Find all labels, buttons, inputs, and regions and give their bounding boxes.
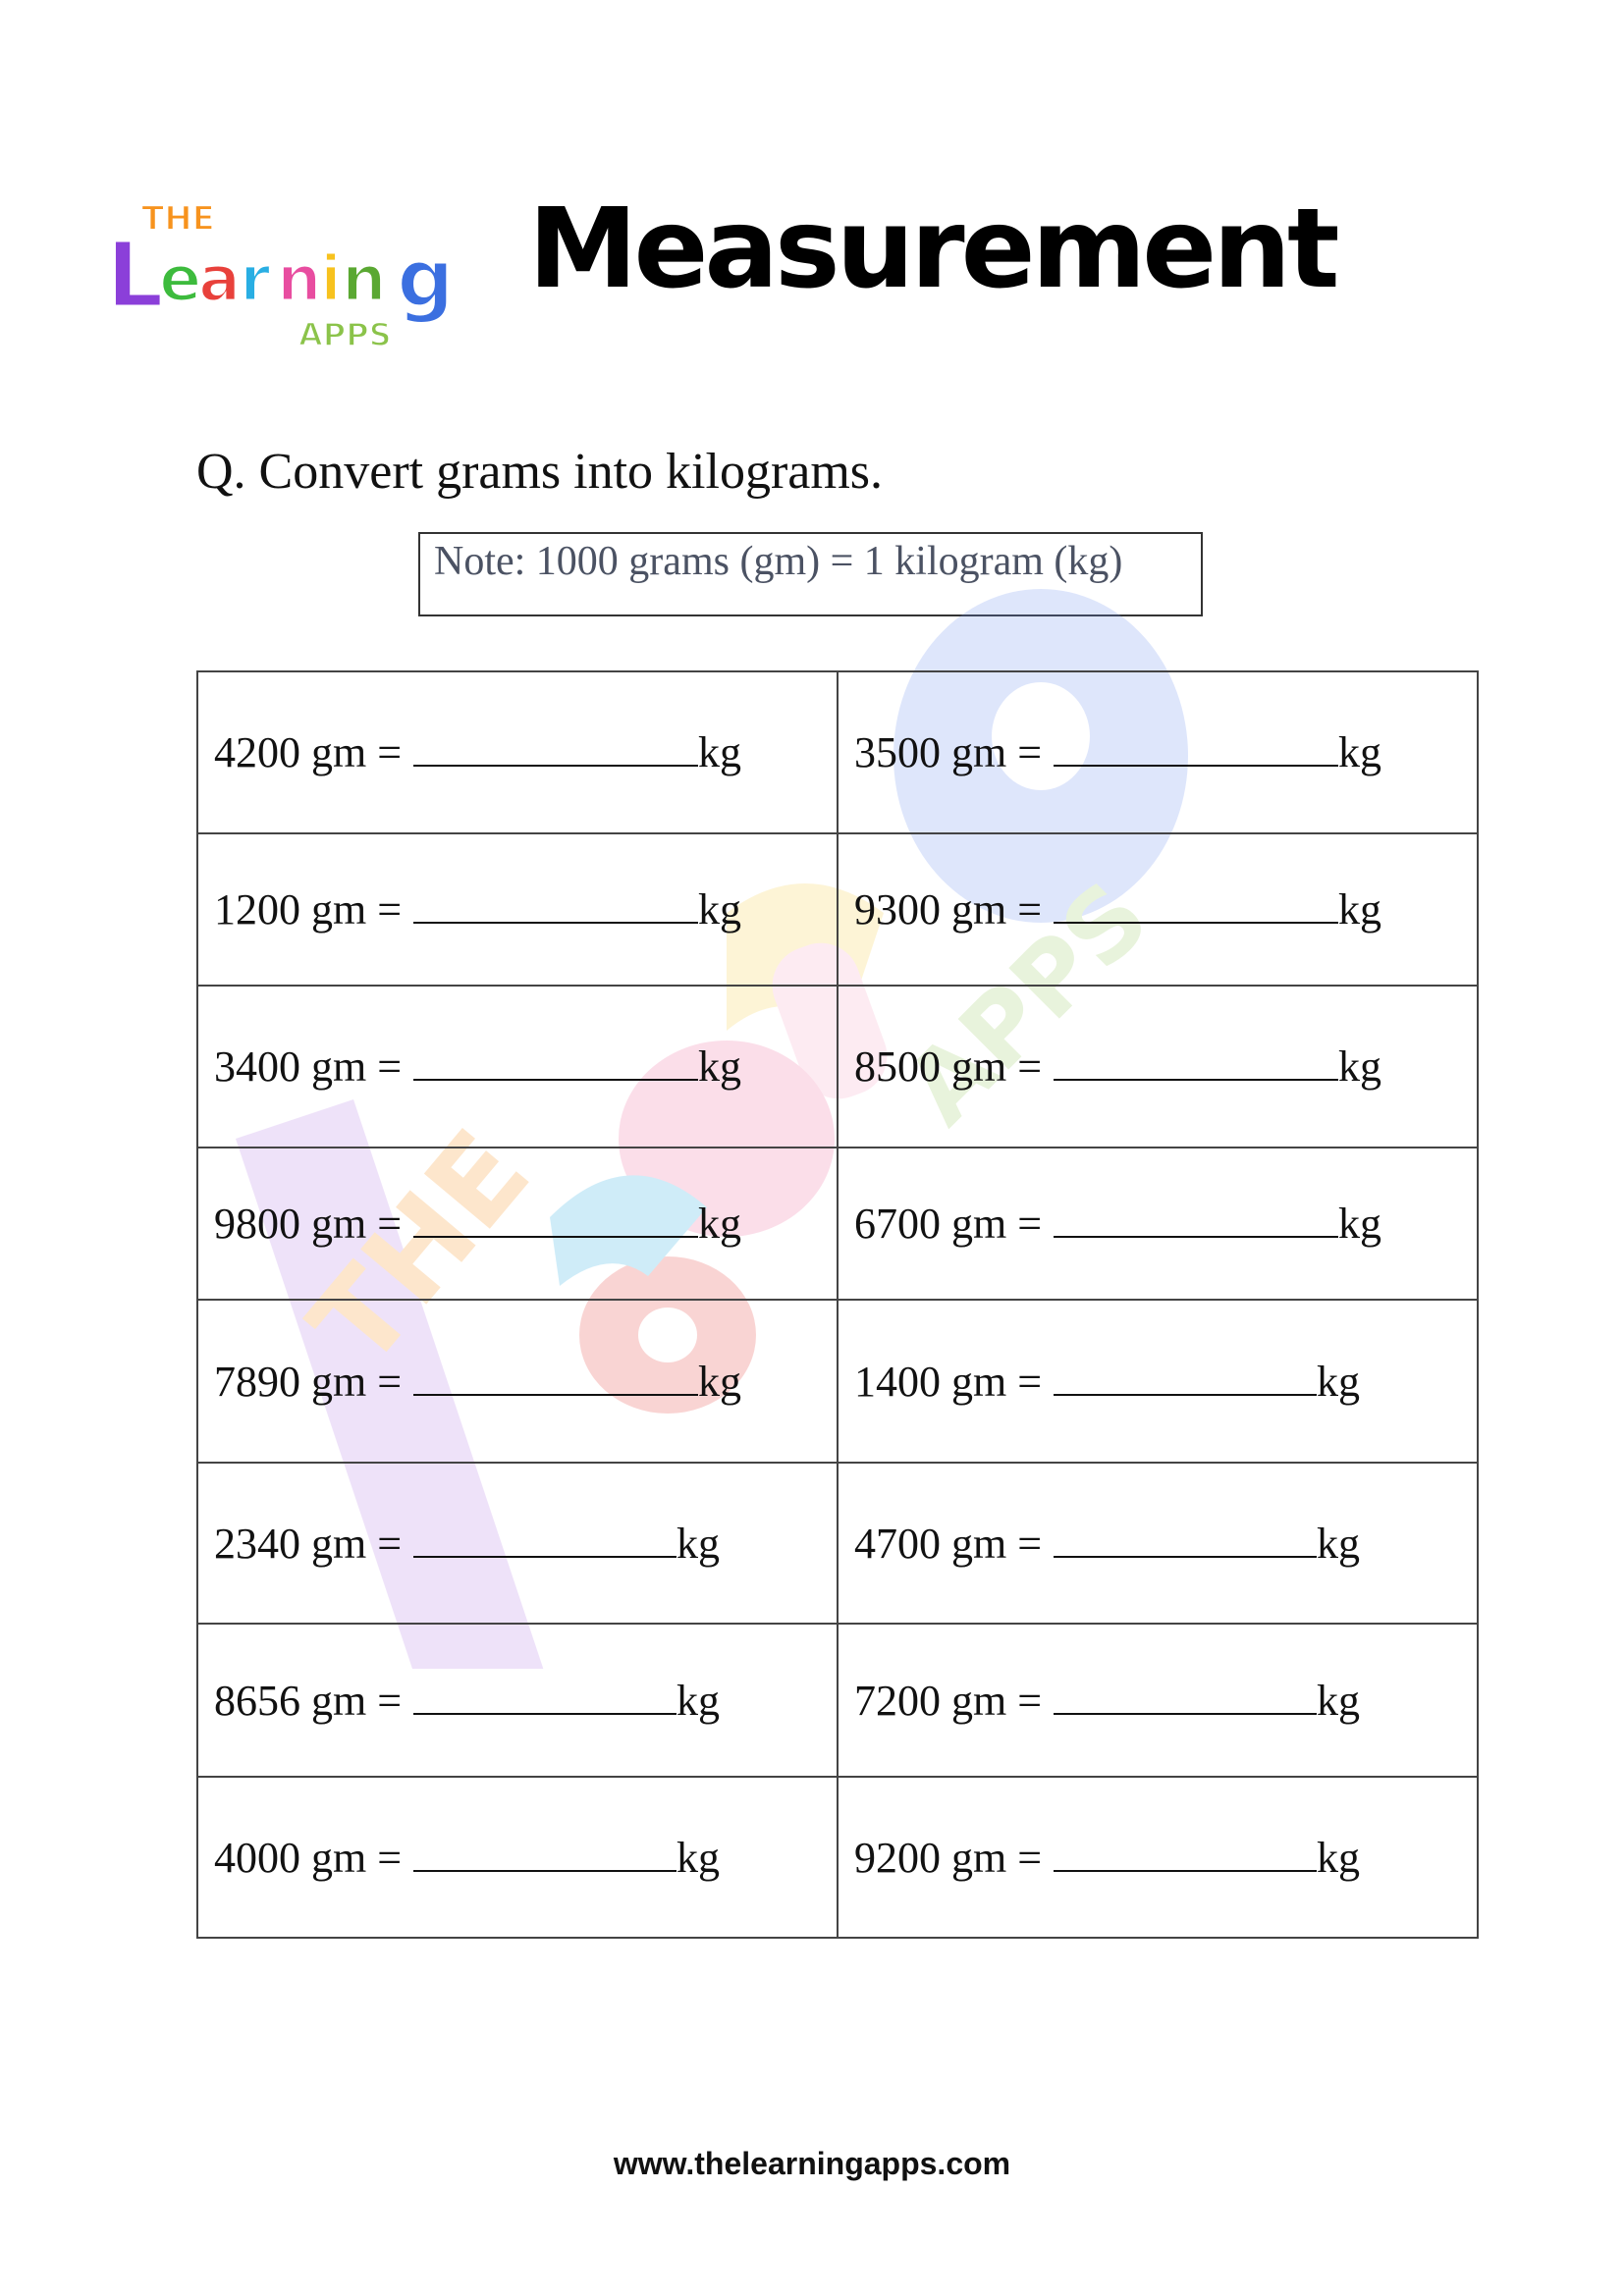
answer-blank[interactable] (1054, 1841, 1318, 1872)
note-text: Note: 1000 grams (gm) = 1 kilogram (kg) (434, 539, 1123, 584)
grams-label: 4000 gm = (214, 1833, 403, 1882)
kg-unit: kg (698, 1357, 742, 1406)
svg-text:i: i (320, 243, 342, 316)
answer-blank[interactable] (1054, 1049, 1339, 1081)
conversion-cell: 7200 gm = kg (837, 1623, 1479, 1778)
conversion-cell: 6700 gm = kg (837, 1147, 1479, 1301)
grams-label: 3500 gm = (854, 728, 1043, 776)
svg-text:n: n (277, 243, 322, 316)
svg-text:L: L (106, 223, 164, 328)
grams-label: 3400 gm = (214, 1042, 403, 1091)
question-text: Q. Convert grams into kilograms. (196, 444, 884, 500)
table-row: 4200 gm = kg 3500 gm = kg (196, 670, 1479, 834)
svg-text:r: r (240, 243, 271, 316)
table-row: 2340 gm = kg 4700 gm = kg (196, 1462, 1479, 1625)
kg-unit: kg (1317, 1357, 1361, 1406)
grams-label: 1400 gm = (854, 1357, 1043, 1406)
conversion-cell: 4700 gm = kg (837, 1462, 1479, 1625)
table-row: 8656 gm = kg 7200 gm = kg (196, 1623, 1479, 1778)
grams-label: 1200 gm = (214, 885, 403, 934)
conversion-cell: 4200 gm = kg (196, 670, 839, 834)
kg-unit: kg (698, 728, 742, 776)
kg-unit: kg (677, 1833, 721, 1882)
answer-blank[interactable] (413, 1683, 677, 1715)
svg-text:APPS: APPS (298, 316, 392, 353)
kg-unit: kg (1338, 1042, 1382, 1091)
grams-label: 9200 gm = (854, 1833, 1043, 1882)
conversion-cell: 4000 gm = kg (196, 1776, 839, 1939)
conversion-cell: 2340 gm = kg (196, 1462, 839, 1625)
answer-blank[interactable] (413, 1526, 677, 1558)
svg-text:a: a (198, 243, 241, 316)
conversion-cell: 9200 gm = kg (837, 1776, 1479, 1939)
conversion-table: 4200 gm = kg 3500 gm = kg 1200 gm = kg 9300 gm… (196, 670, 1479, 1939)
svg-text:g: g (397, 233, 455, 326)
answer-blank[interactable] (413, 735, 699, 767)
conversion-cell: 3500 gm = kg (837, 670, 1479, 834)
kg-unit: kg (677, 1676, 721, 1725)
grams-label: 9300 gm = (854, 885, 1043, 934)
kg-unit: kg (1338, 728, 1382, 776)
kg-unit: kg (1317, 1676, 1361, 1725)
answer-blank[interactable] (1054, 1683, 1318, 1715)
conversion-cell: 9300 gm = kg (837, 832, 1479, 987)
page-title: Measurement (528, 186, 1340, 313)
conversion-cell: 1400 gm = kg (837, 1299, 1479, 1464)
grams-label: 7890 gm = (214, 1357, 403, 1406)
table-row: 3400 gm = kg 8500 gm = kg (196, 985, 1479, 1148)
grams-label: 8500 gm = (854, 1042, 1043, 1091)
answer-blank[interactable] (413, 892, 699, 924)
answer-blank[interactable] (413, 1049, 699, 1081)
kg-unit: kg (698, 1200, 742, 1248)
kg-unit: kg (1317, 1833, 1361, 1882)
conversion-cell: 8656 gm = kg (196, 1623, 839, 1778)
answer-blank[interactable] (413, 1364, 699, 1396)
kg-unit: kg (1317, 1519, 1361, 1568)
answer-blank[interactable] (1054, 892, 1339, 924)
kg-unit: kg (698, 885, 742, 934)
conversion-cell: 7890 gm = kg (196, 1299, 839, 1464)
answer-blank[interactable] (1054, 735, 1339, 767)
table-row: 9800 gm = kg 6700 gm = kg (196, 1147, 1479, 1301)
table-row: 7890 gm = kg 1400 gm = kg (196, 1299, 1479, 1464)
answer-blank[interactable] (413, 1206, 699, 1238)
grams-label: 4200 gm = (214, 728, 403, 776)
kg-unit: kg (1338, 1200, 1382, 1248)
note-box: Note: 1000 grams (gm) = 1 kilogram (kg) (418, 532, 1203, 616)
table-row: 4000 gm = kg 9200 gm = kg (196, 1776, 1479, 1939)
answer-blank[interactable] (413, 1841, 677, 1872)
grams-label: 4700 gm = (854, 1519, 1043, 1568)
conversion-cell: 9800 gm = kg (196, 1147, 839, 1301)
grams-label: 2340 gm = (214, 1519, 403, 1568)
answer-blank[interactable] (1054, 1364, 1318, 1396)
kg-unit: kg (1338, 885, 1382, 934)
kg-unit: kg (677, 1519, 721, 1568)
answer-blank[interactable] (1054, 1206, 1339, 1238)
grams-label: 7200 gm = (854, 1676, 1043, 1725)
grams-label: 6700 gm = (854, 1200, 1043, 1248)
conversion-cell: 8500 gm = kg (837, 985, 1479, 1148)
footer-url: www.thelearningapps.com (613, 2146, 1011, 2181)
svg-text:e: e (159, 243, 201, 316)
table-row: 1200 gm = kg 9300 gm = kg (196, 832, 1479, 987)
answer-blank[interactable] (1054, 1526, 1318, 1558)
kg-unit: kg (698, 1042, 742, 1091)
svg-text:THE: THE (141, 199, 215, 239)
svg-text:n: n (342, 243, 387, 316)
grams-label: 8656 gm = (214, 1676, 403, 1725)
conversion-cell: 1200 gm = kg (196, 832, 839, 987)
conversion-cell: 3400 gm = kg (196, 985, 839, 1148)
grams-label: 9800 gm = (214, 1200, 403, 1248)
the-learning-apps-logo: THE L e a r n i n g APPS (105, 198, 457, 353)
